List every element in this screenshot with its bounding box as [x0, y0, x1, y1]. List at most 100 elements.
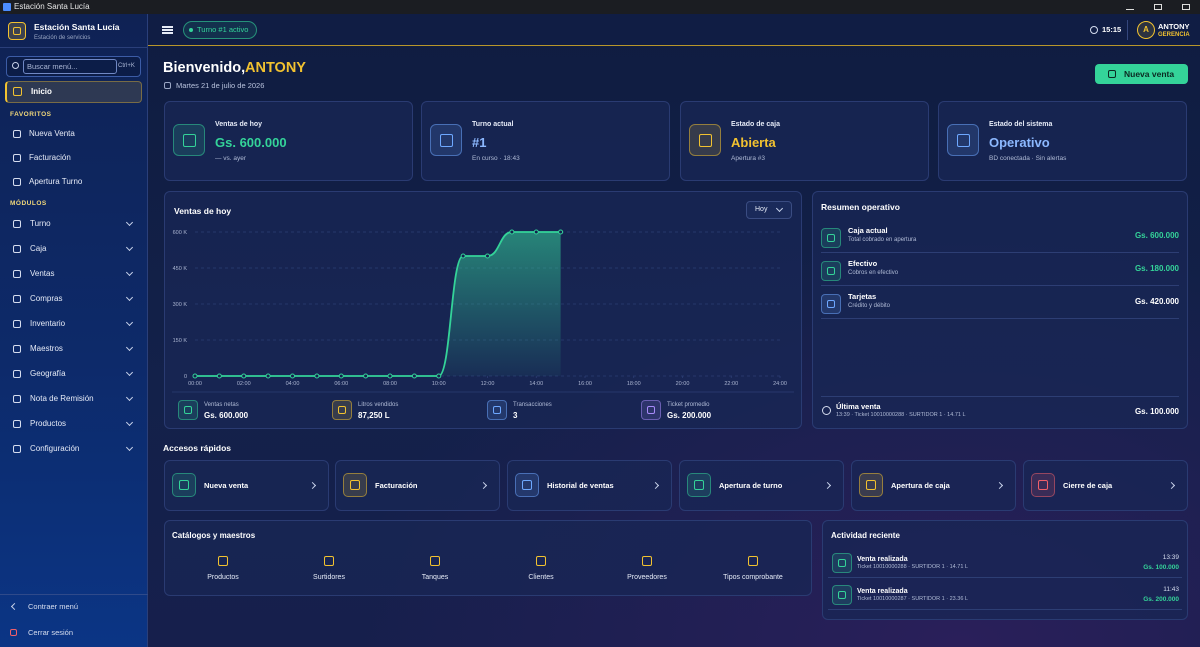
catalog-item[interactable] — [284, 548, 374, 588]
icon — [838, 591, 846, 599]
x-tick-label: 06:00 — [334, 381, 348, 387]
x-tick-label: 12:00 — [481, 381, 495, 387]
catalog-item[interactable] — [708, 548, 798, 588]
close[interactable] — [1182, 4, 1190, 10]
menu-icon[interactable] — [162, 26, 173, 28]
stat-value: #1 — [472, 135, 487, 150]
nav-item[interactable] — [5, 624, 142, 642]
activity-item — [828, 581, 1182, 610]
last-sale-label: Última venta — [836, 402, 881, 411]
quick-access-card[interactable] — [507, 460, 672, 511]
icon — [827, 300, 835, 308]
icon-box — [173, 124, 205, 156]
icon — [13, 295, 21, 303]
quick-access-card[interactable] — [335, 460, 500, 511]
icon-box — [821, 294, 841, 314]
icon-box — [641, 400, 661, 420]
section-title: FAVORITOS — [10, 111, 52, 118]
nav-item[interactable] — [5, 148, 142, 168]
icon-box — [332, 400, 352, 420]
icon — [748, 556, 758, 566]
nav-item[interactable] — [5, 314, 142, 334]
operation-label: Efectivo — [848, 259, 878, 268]
avatar-initial: A — [1143, 25, 1149, 34]
nav-item[interactable] — [5, 239, 142, 259]
x-tick-label: 10:00 — [432, 381, 446, 387]
nav-item[interactable] — [5, 289, 142, 309]
chart-filter[interactable] — [746, 201, 792, 219]
nav-item[interactable] — [5, 339, 142, 359]
icon — [536, 556, 546, 566]
nav-item[interactable] — [5, 214, 142, 234]
nav-label: Configuración — [30, 444, 80, 453]
nav-label: Apertura Turno — [29, 177, 83, 186]
search-box[interactable] — [6, 56, 141, 77]
nav-item[interactable] — [5, 414, 142, 434]
nav-label: Facturación — [29, 153, 71, 162]
x-tick-label: 08:00 — [383, 381, 397, 387]
icon — [838, 559, 846, 567]
stat-card — [164, 101, 413, 181]
menu-icon[interactable] — [162, 29, 173, 31]
brand-logo — [8, 22, 26, 40]
summary-value: 87,250 L — [358, 411, 390, 420]
shift-badge-text: Turno #1 activo — [197, 25, 249, 34]
icon-box — [178, 400, 198, 420]
x-tick-label: 20:00 — [676, 381, 690, 387]
nav-item[interactable] — [5, 264, 142, 284]
section-title: MÓDULOS — [10, 200, 47, 207]
operation-sub: Total cobrado en apertura — [848, 237, 917, 243]
catalog-item[interactable] — [390, 548, 480, 588]
activity-item-title: Venta realizada — [857, 588, 908, 595]
point — [533, 229, 539, 235]
point — [192, 373, 198, 379]
status-dot — [189, 28, 193, 32]
icon-box — [947, 124, 979, 156]
summary-value: Gs. 200.000 — [667, 411, 712, 420]
icon-box — [832, 585, 852, 605]
point — [363, 373, 369, 379]
catalogs-title: Catálogos y maestros — [172, 531, 256, 540]
divider — [821, 285, 1179, 286]
icon-box — [343, 473, 367, 497]
line — [194, 231, 561, 377]
icon — [827, 267, 835, 275]
icon — [13, 445, 21, 453]
stat-note: Apertura #3 — [731, 155, 765, 162]
user-name: ANTONY — [1158, 22, 1190, 31]
summary-label: Ventas netas — [204, 402, 239, 408]
quick-access-label: Apertura de turno — [719, 481, 783, 490]
nav-item-active[interactable] — [5, 81, 142, 103]
icon-box — [487, 400, 507, 420]
quick-access-card[interactable] — [679, 460, 844, 511]
nav-label: Nota de Remisión — [30, 394, 94, 403]
catalog-item[interactable] — [496, 548, 586, 588]
icon — [13, 27, 21, 35]
brand-subtitle: Estación de servicios — [34, 35, 91, 41]
stat-value: Gs. 600.000 — [215, 135, 287, 150]
quick-access-card[interactable] — [851, 460, 1016, 511]
operation-value: Gs. 180.000 — [1134, 264, 1179, 273]
point — [338, 373, 344, 379]
stat-value: Operativo — [989, 135, 1050, 150]
maximize[interactable] — [1154, 4, 1162, 10]
quick-access-card[interactable] — [1023, 460, 1188, 511]
nav-label: Compras — [30, 294, 63, 303]
menu-icon[interactable] — [162, 32, 173, 34]
primary-button[interactable] — [1095, 64, 1188, 84]
catalog-item[interactable] — [602, 548, 692, 588]
operation-label: Tarjetas — [848, 292, 877, 301]
nav-item[interactable] — [5, 364, 142, 384]
search-input[interactable] — [23, 59, 117, 74]
quick-access-card[interactable] — [164, 460, 329, 511]
collapse-label: Contraer menú — [28, 602, 79, 611]
minimize[interactable] — [1126, 4, 1134, 10]
activity-item-amount: Gs. 100.000 — [1143, 564, 1179, 571]
icon-box — [832, 553, 852, 573]
stat-label: Estado del sistema — [989, 121, 1053, 128]
catalogs-card — [164, 520, 812, 596]
catalog-item[interactable] — [178, 548, 268, 588]
y-tick-label: 600 K — [173, 230, 188, 236]
icon — [324, 556, 334, 566]
icon — [827, 234, 835, 242]
